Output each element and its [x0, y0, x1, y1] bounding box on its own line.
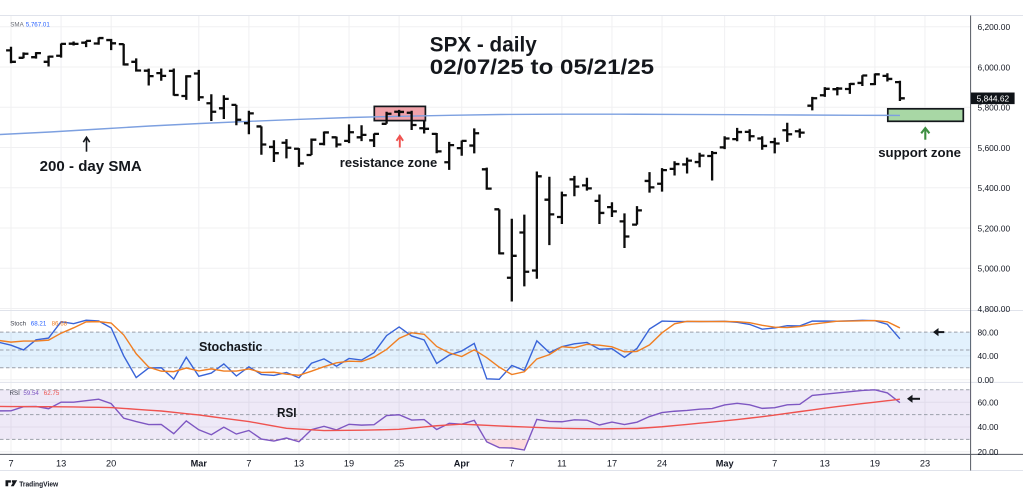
svg-text:68.21: 68.21 [31, 320, 47, 327]
svg-text:May: May [716, 459, 735, 469]
svg-text:Mar: Mar [191, 459, 208, 469]
svg-text:7: 7 [246, 459, 251, 469]
svg-text:59.54: 59.54 [23, 390, 39, 397]
svg-text:0.00: 0.00 [978, 375, 995, 385]
svg-text:5,844.62: 5,844.62 [977, 94, 1010, 104]
svg-text:17: 17 [607, 459, 617, 469]
svg-text:13: 13 [56, 459, 66, 469]
svg-text:13: 13 [294, 459, 304, 469]
svg-text:40.00: 40.00 [978, 422, 999, 432]
svg-text:24: 24 [657, 459, 667, 469]
svg-text:7: 7 [509, 459, 514, 469]
svg-text:60.00: 60.00 [978, 397, 999, 407]
svg-text:RSI: RSI [277, 406, 297, 420]
svg-text:23: 23 [920, 459, 930, 469]
svg-text:25: 25 [394, 459, 404, 469]
svg-text:SPX - daily: SPX - daily [430, 31, 537, 56]
svg-text:20: 20 [106, 459, 116, 469]
svg-text:5,400.00: 5,400.00 [978, 183, 1011, 193]
svg-text:5,767.01: 5,767.01 [26, 21, 51, 28]
svg-text:Apr: Apr [454, 459, 470, 469]
svg-text:TradingView: TradingView [19, 479, 58, 488]
svg-text:5,000.00: 5,000.00 [978, 264, 1011, 274]
svg-text:86.68: 86.68 [52, 320, 68, 327]
svg-text:19: 19 [344, 459, 354, 469]
svg-text:5,800.00: 5,800.00 [978, 103, 1011, 113]
svg-text:RSI: RSI [10, 390, 21, 397]
svg-text:5,200.00: 5,200.00 [978, 223, 1011, 233]
svg-text:5,600.00: 5,600.00 [978, 143, 1011, 153]
svg-text:19: 19 [870, 459, 880, 469]
svg-text:Stoch: Stoch [10, 320, 26, 327]
svg-text:13: 13 [820, 459, 830, 469]
svg-text:200 - day SMA: 200 - day SMA [40, 158, 142, 175]
svg-text:40.00: 40.00 [978, 351, 999, 361]
svg-text:6,000.00: 6,000.00 [978, 62, 1011, 72]
svg-text:support zone: support zone [878, 145, 961, 160]
svg-text:4,800.00: 4,800.00 [978, 304, 1011, 314]
svg-text:7: 7 [8, 459, 13, 469]
svg-text:7: 7 [772, 459, 777, 469]
svg-text:Stochastic: Stochastic [199, 339, 263, 354]
svg-text:02/07/25 to 05/21/25: 02/07/25 to 05/21/25 [430, 54, 654, 79]
svg-text:6,200.00: 6,200.00 [978, 22, 1011, 32]
svg-text:20.00: 20.00 [978, 447, 999, 457]
svg-text:62.75: 62.75 [44, 390, 60, 397]
svg-text:SMA: SMA [10, 21, 24, 28]
svg-text:resistance zone: resistance zone [340, 155, 437, 170]
svg-text:11: 11 [557, 459, 567, 469]
svg-text:80.00: 80.00 [978, 327, 999, 337]
